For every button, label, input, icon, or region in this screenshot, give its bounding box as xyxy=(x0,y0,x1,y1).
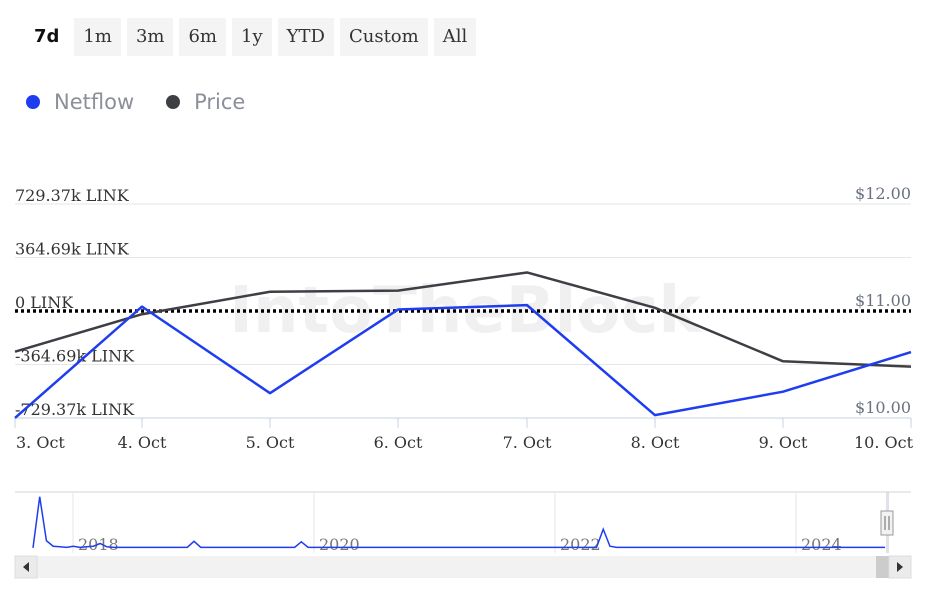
x-axis-tick-label: 7. Oct xyxy=(503,433,552,452)
navigator-series-line xyxy=(32,496,885,549)
left-axis-tick-label: -364.69k LINK xyxy=(15,347,135,366)
range-button-3m[interactable]: 3m xyxy=(126,18,174,56)
x-axis-tick-label: 5. Oct xyxy=(246,433,295,452)
left-axis-tick-label: 0 LINK xyxy=(15,293,74,312)
legend-item-netflow[interactable]: Netflow xyxy=(26,90,134,114)
scroll-right-arrow-icon xyxy=(897,562,903,572)
navigator-handle[interactable] xyxy=(880,510,894,536)
x-axis-tick-label: 6. Oct xyxy=(374,433,423,452)
scrollbar-track xyxy=(15,556,911,578)
legend-marker-price xyxy=(166,95,181,109)
range-button-ytd[interactable]: YTD xyxy=(277,18,334,56)
navigator-year-label: 2022 xyxy=(560,535,601,554)
legend-marker-netflow xyxy=(26,95,40,109)
range-button-custom[interactable]: Custom xyxy=(339,18,428,56)
range-selector: 7d 1m 3m 6m 1y YTD Custom All xyxy=(25,18,477,56)
series-line-price xyxy=(14,271,912,368)
x-axis-tick-label: 8. Oct xyxy=(631,433,680,452)
scroll-left-arrow-icon xyxy=(23,562,29,572)
legend-label-netflow: Netflow xyxy=(54,90,135,114)
range-button-6m[interactable]: 6m xyxy=(179,18,227,56)
navigator-year-label: 2020 xyxy=(319,535,360,554)
range-button-7d[interactable]: 7d xyxy=(25,18,69,56)
x-axis-tick-label: 3. Oct xyxy=(16,433,65,452)
x-axis-tick-label: 4. Oct xyxy=(118,433,167,452)
x-axis-tick-label: 10. Oct xyxy=(854,433,914,452)
right-axis-tick-label: $10.00 xyxy=(855,398,911,417)
left-axis-tick-label: -729.37k LINK xyxy=(15,400,135,419)
left-axis-tick-label: 364.69k LINK xyxy=(15,239,130,258)
x-axis-tick-label: 9. Oct xyxy=(759,433,808,452)
left-axis-tick-label: 729.37k LINK xyxy=(15,186,130,205)
legend-item-price[interactable]: Price xyxy=(166,90,245,114)
scrollbar-thumb[interactable] xyxy=(876,556,890,578)
chart-legend: Netflow Price xyxy=(26,90,245,114)
legend-label-price: Price xyxy=(194,90,246,114)
range-button-1y[interactable]: 1y xyxy=(232,18,272,56)
series-line-netflow xyxy=(14,303,912,419)
navigator-year-label: 2024 xyxy=(801,535,842,554)
right-axis-tick-label: $11.00 xyxy=(855,291,911,310)
range-button-all[interactable]: All xyxy=(433,18,477,56)
right-axis-tick-label: $12.00 xyxy=(855,184,911,203)
range-button-1m[interactable]: 1m xyxy=(74,18,121,56)
